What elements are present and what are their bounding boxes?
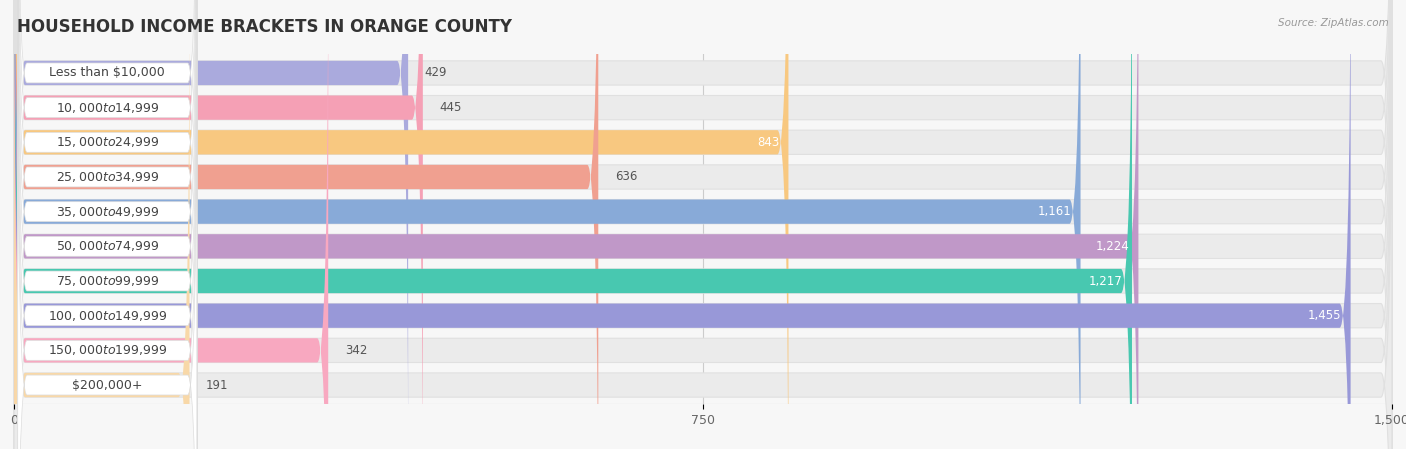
Text: 1,455: 1,455 (1308, 309, 1341, 322)
FancyBboxPatch shape (14, 0, 1139, 449)
FancyBboxPatch shape (14, 0, 1392, 449)
FancyBboxPatch shape (14, 0, 1392, 449)
Text: 1,224: 1,224 (1095, 240, 1129, 253)
Text: $200,000+: $200,000+ (72, 379, 142, 392)
Text: $100,000 to $149,999: $100,000 to $149,999 (48, 308, 167, 323)
FancyBboxPatch shape (14, 0, 599, 449)
FancyBboxPatch shape (14, 0, 1132, 449)
Text: 1,161: 1,161 (1038, 205, 1071, 218)
FancyBboxPatch shape (14, 0, 190, 449)
Text: $150,000 to $199,999: $150,000 to $199,999 (48, 343, 167, 357)
FancyBboxPatch shape (18, 0, 197, 449)
Text: 636: 636 (614, 171, 637, 184)
Text: $35,000 to $49,999: $35,000 to $49,999 (56, 205, 159, 219)
FancyBboxPatch shape (14, 0, 1392, 449)
FancyBboxPatch shape (18, 0, 197, 449)
FancyBboxPatch shape (14, 0, 789, 449)
Text: $10,000 to $14,999: $10,000 to $14,999 (56, 101, 159, 114)
FancyBboxPatch shape (18, 0, 197, 449)
FancyBboxPatch shape (18, 0, 197, 410)
FancyBboxPatch shape (18, 0, 197, 449)
Text: 429: 429 (425, 66, 447, 79)
Text: $75,000 to $99,999: $75,000 to $99,999 (56, 274, 159, 288)
FancyBboxPatch shape (18, 0, 197, 445)
Text: $25,000 to $34,999: $25,000 to $34,999 (56, 170, 159, 184)
FancyBboxPatch shape (14, 0, 328, 449)
FancyBboxPatch shape (18, 13, 197, 449)
FancyBboxPatch shape (14, 0, 423, 449)
FancyBboxPatch shape (14, 0, 1392, 449)
Text: Less than $10,000: Less than $10,000 (49, 66, 165, 79)
FancyBboxPatch shape (14, 0, 1081, 449)
FancyBboxPatch shape (14, 0, 1392, 449)
FancyBboxPatch shape (14, 0, 1392, 449)
FancyBboxPatch shape (14, 0, 1392, 449)
FancyBboxPatch shape (14, 0, 1392, 449)
FancyBboxPatch shape (14, 0, 1392, 449)
FancyBboxPatch shape (18, 0, 197, 449)
FancyBboxPatch shape (18, 48, 197, 449)
Text: Source: ZipAtlas.com: Source: ZipAtlas.com (1278, 18, 1389, 28)
FancyBboxPatch shape (18, 0, 197, 449)
FancyBboxPatch shape (14, 0, 1351, 449)
Text: 843: 843 (756, 136, 779, 149)
Text: 191: 191 (207, 379, 229, 392)
FancyBboxPatch shape (14, 0, 1392, 449)
FancyBboxPatch shape (14, 0, 408, 449)
Text: HOUSEHOLD INCOME BRACKETS IN ORANGE COUNTY: HOUSEHOLD INCOME BRACKETS IN ORANGE COUN… (17, 18, 512, 36)
Text: 1,217: 1,217 (1090, 274, 1123, 287)
Text: 445: 445 (439, 101, 461, 114)
Text: $50,000 to $74,999: $50,000 to $74,999 (56, 239, 159, 253)
Text: 342: 342 (344, 344, 367, 357)
Text: $15,000 to $24,999: $15,000 to $24,999 (56, 135, 159, 150)
